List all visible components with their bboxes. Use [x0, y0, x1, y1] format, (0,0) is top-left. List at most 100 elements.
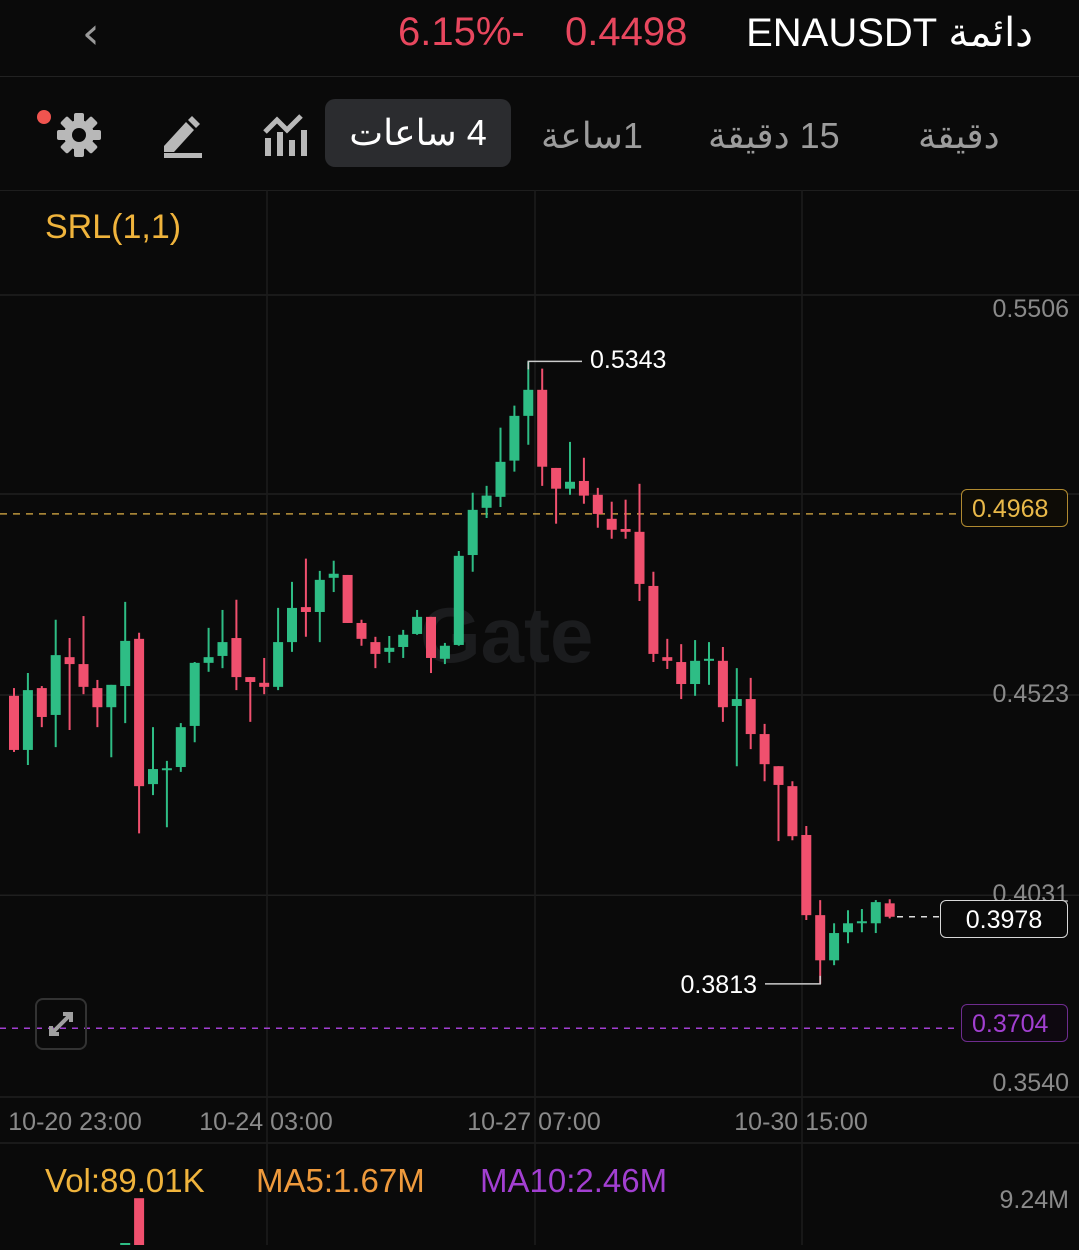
x-tick-label: 10-30 15:00 — [734, 1108, 868, 1136]
current-price-tag[interactable]: 0.3978 — [940, 900, 1068, 938]
candle-body — [231, 638, 242, 678]
candle-body — [745, 699, 756, 735]
candle-body — [717, 660, 728, 708]
candle-body — [759, 734, 770, 765]
candle-body — [884, 903, 895, 917]
y-tick-label: 0.5506 — [992, 295, 1069, 323]
tab-1h[interactable]: 1ساعة — [541, 115, 643, 156]
x-tick-label: 10-24 03:00 — [199, 1108, 333, 1136]
candle-body — [634, 531, 645, 584]
candle-body — [175, 727, 186, 768]
candle-body — [704, 658, 714, 661]
candle-body — [106, 684, 117, 708]
candle-body — [120, 640, 131, 687]
candle-body — [495, 461, 506, 497]
candle-body — [161, 768, 172, 771]
candle-body — [565, 481, 575, 489]
candle-body — [453, 555, 464, 645]
volume-max-label: 9.24M — [999, 1186, 1069, 1214]
srl-price-tag: 0.4968 — [961, 489, 1068, 527]
candle-body — [815, 915, 826, 961]
low-price-annotation: 0.3813 — [680, 971, 757, 999]
candle-body — [412, 616, 423, 634]
high-price-annotation: 0.5343 — [590, 346, 667, 374]
candle-body — [328, 573, 339, 578]
candle-body — [398, 634, 409, 647]
candle-body — [801, 834, 812, 916]
candle-body — [843, 923, 853, 933]
candle-body — [787, 786, 798, 837]
expand-icon[interactable] — [35, 998, 87, 1050]
last-price: 0.4498 — [565, 10, 688, 54]
expand-arrows-icon — [49, 1012, 73, 1036]
candle-body — [773, 766, 784, 785]
ma5-label: MA5:1.67M — [256, 1162, 425, 1199]
candle-body — [78, 664, 89, 687]
header-bar: ‹ 6.15%- 0.4498 دائمة ENAUSDT — [0, 0, 1079, 77]
low-annotation-line — [765, 975, 821, 985]
x-tick-label: 10-27 07:00 — [467, 1108, 601, 1136]
candle-body — [578, 480, 589, 496]
candle-body — [287, 607, 297, 643]
candle-body — [300, 607, 311, 612]
candle-body — [189, 662, 200, 726]
candle-body — [620, 528, 631, 532]
candle-body — [273, 642, 284, 687]
gear-icon[interactable] — [54, 110, 104, 160]
watermark-logo: Gate — [420, 591, 593, 679]
candle-body — [856, 921, 867, 924]
candle-body — [384, 647, 395, 652]
symbol-name: ENAUSDT — [746, 11, 938, 55]
ma10-label: MA10:2.46M — [480, 1162, 668, 1199]
candle-body — [259, 682, 270, 687]
candle-body — [592, 494, 603, 514]
candle-body — [537, 389, 548, 467]
candle-body — [314, 579, 325, 612]
tab-15m[interactable]: 15 دقيقة — [708, 115, 840, 156]
candle-body — [342, 574, 353, 623]
volume-bar — [120, 1243, 131, 1245]
candle-body — [467, 509, 478, 556]
y-tick-label: 0.3540 — [992, 1069, 1069, 1097]
x-tick-label: 10-20 23:00 — [8, 1108, 142, 1136]
volume-label: Vol:89.01K — [45, 1162, 205, 1199]
symbol-title[interactable]: دائمة ENAUSDT — [746, 10, 1033, 56]
candle-body — [217, 642, 228, 656]
price-change-percent: 6.15%- — [398, 10, 525, 54]
candle-body — [92, 688, 103, 708]
volume-bar — [134, 1198, 145, 1245]
candle-body — [870, 902, 881, 924]
candle-body — [690, 660, 701, 685]
high-annotation-line — [527, 360, 582, 370]
indicator-label: SRL(1,1) — [45, 208, 182, 246]
candle-body — [523, 389, 534, 416]
tab-1m[interactable]: دقيقة — [918, 115, 1000, 156]
candle-body — [606, 518, 617, 530]
srl-lower-price-tag: 0.3704 — [961, 1004, 1068, 1042]
candle-body — [676, 662, 687, 685]
candle-body — [148, 769, 158, 785]
candle-body — [481, 495, 492, 508]
tab-4h[interactable]: 4 ساعات — [325, 99, 511, 167]
candle-body — [356, 622, 367, 639]
candle-body — [134, 638, 145, 787]
candle-body — [731, 699, 742, 706]
candle-body — [36, 688, 47, 717]
pencil-icon[interactable] — [158, 110, 208, 160]
chevron-left-icon[interactable]: ‹ — [82, 8, 100, 59]
timeframe-toolbar: 4 ساعات 1ساعة 15 دقيقة دقيقة — [0, 77, 1079, 191]
candle-body — [662, 657, 673, 661]
notification-dot — [37, 110, 51, 124]
chart-indicators-icon[interactable] — [261, 110, 311, 160]
contract-type: دائمة — [948, 11, 1033, 55]
candle-body — [551, 467, 562, 489]
candle-body — [509, 415, 520, 461]
candle-body — [64, 657, 75, 665]
candle-body — [203, 657, 214, 663]
candle-body — [439, 645, 450, 659]
candle-body — [9, 695, 19, 750]
candle-body — [426, 616, 436, 658]
candle-body — [648, 585, 659, 654]
candle-body — [370, 642, 381, 654]
